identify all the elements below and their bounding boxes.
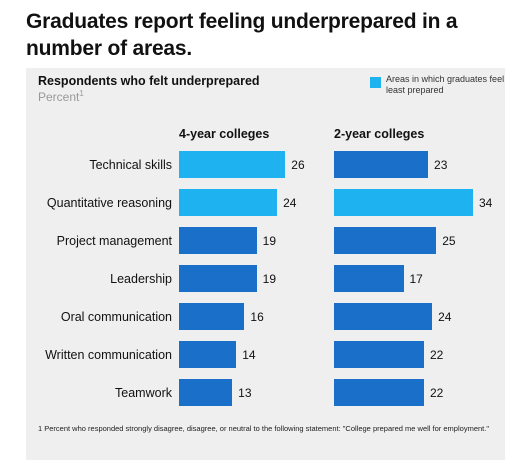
bar xyxy=(334,151,429,178)
bar-value-label: 19 xyxy=(262,272,277,286)
category-label: Quantitative reasoning xyxy=(46,196,172,210)
bar-value-label: 25 xyxy=(442,234,456,248)
category-label: Project management xyxy=(56,234,172,248)
bar xyxy=(179,341,237,368)
category-label: Oral communication xyxy=(60,310,172,324)
series-header-4-year: 4-year colleges xyxy=(179,127,270,141)
bar xyxy=(179,379,233,406)
bar xyxy=(334,341,424,368)
category-label: Leadership xyxy=(110,272,172,286)
footnote: 1 Percent who responded strongly disagre… xyxy=(38,424,489,433)
bar xyxy=(179,303,245,330)
legend-label: Areas in which graduates feel least prep… xyxy=(386,74,505,95)
legend-swatch xyxy=(370,77,381,88)
bar-value-label: 19 xyxy=(262,234,277,248)
bar xyxy=(334,303,433,330)
bar-value-label: 23 xyxy=(434,158,448,172)
bar-value-label: 26 xyxy=(291,158,305,172)
series-header-2-year: 2-year colleges xyxy=(334,127,425,141)
bar-value-label: 22 xyxy=(429,348,444,362)
bar-value-label: 17 xyxy=(409,272,423,286)
bar-value-label: 34 xyxy=(479,196,493,210)
category-label: Teamwork xyxy=(115,386,172,400)
bar xyxy=(179,265,257,292)
page-title: Graduates report feeling underprepared i… xyxy=(26,10,458,60)
bar xyxy=(179,189,278,216)
unit-footnote-marker: 1 xyxy=(79,89,84,98)
bar xyxy=(334,379,424,406)
bar-value-label: 24 xyxy=(283,196,297,210)
category-label: Written communication xyxy=(45,348,172,362)
bar-value-label: 16 xyxy=(250,310,264,324)
bar-value-label: 22 xyxy=(429,386,444,400)
bar xyxy=(179,227,257,254)
chart-subtitle: Respondents who felt underprepared xyxy=(38,74,260,88)
bar-value-label: 13 xyxy=(238,386,252,400)
bar-value-label: 24 xyxy=(438,310,452,324)
bar xyxy=(179,151,286,178)
unit-label: Percent xyxy=(38,90,80,104)
bar-value-label: 14 xyxy=(242,348,256,362)
category-label: Technical skills xyxy=(89,158,172,172)
bar xyxy=(334,189,473,216)
bar xyxy=(334,227,437,254)
chart-panel xyxy=(26,68,505,460)
bar xyxy=(334,265,404,292)
chart-unit: Percent1 xyxy=(38,89,84,105)
